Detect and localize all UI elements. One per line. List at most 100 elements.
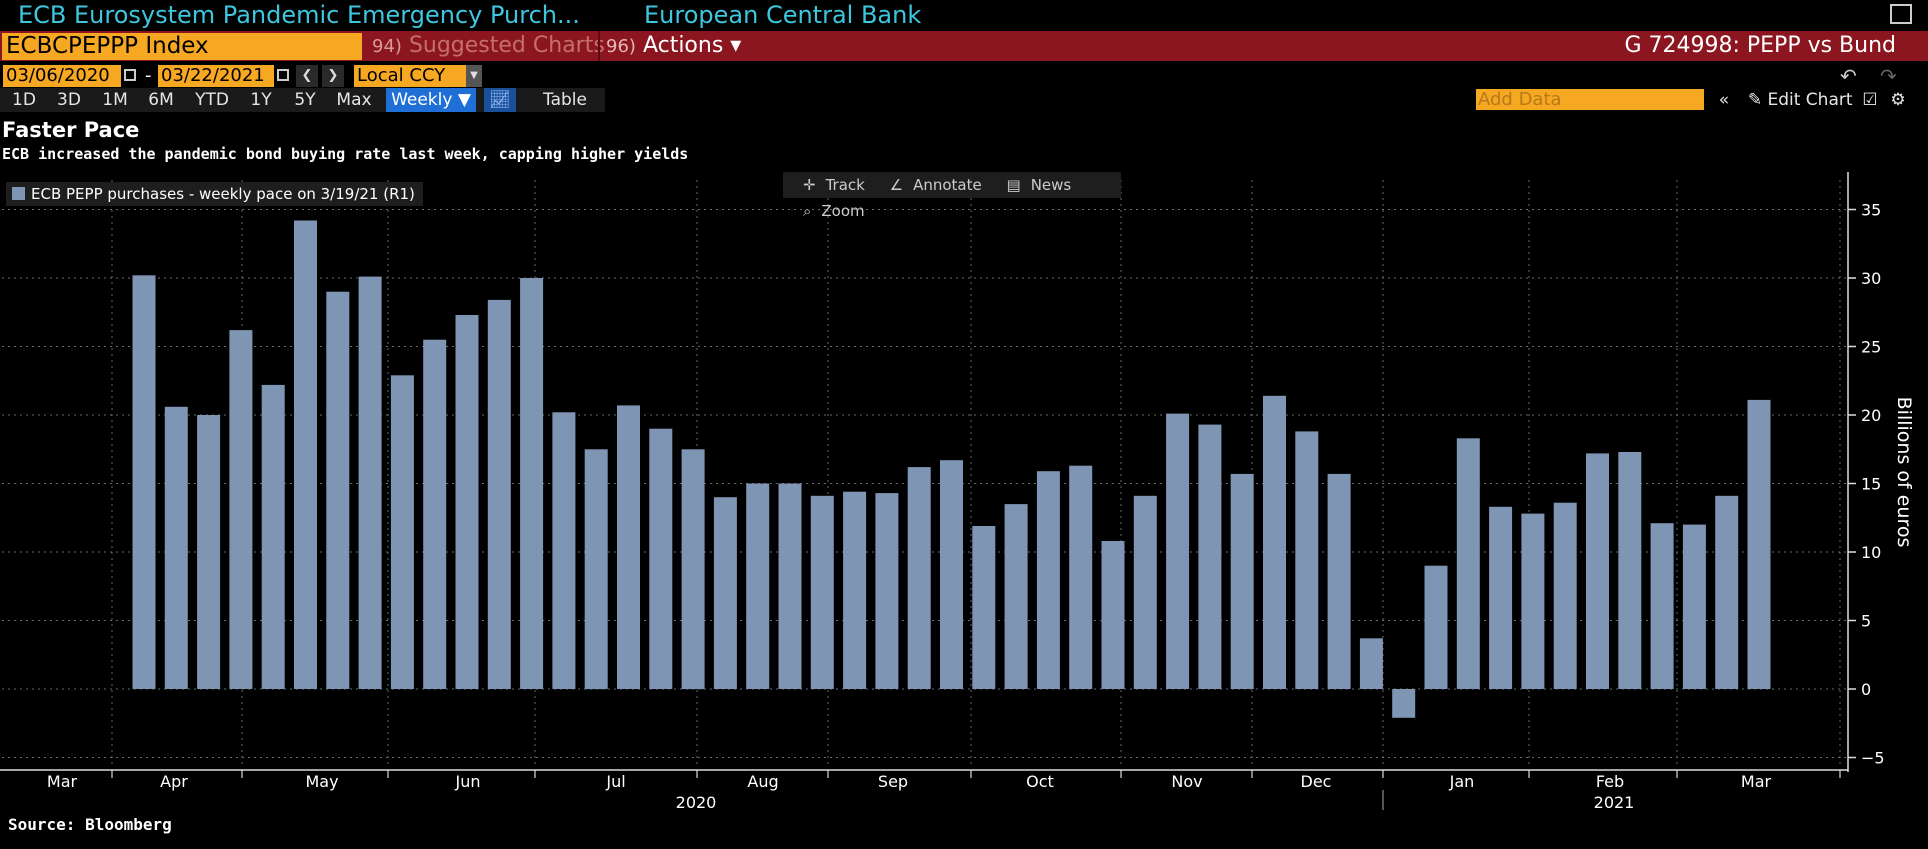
bar[interactable]	[1133, 495, 1157, 689]
bar[interactable]	[713, 497, 737, 689]
bar[interactable]	[907, 467, 931, 689]
bar[interactable]	[326, 291, 350, 689]
edit-chart-button[interactable]: Edit Chart	[1767, 90, 1853, 110]
legend[interactable]: ECB PEPP purchases - weekly pace on 3/19…	[6, 182, 423, 206]
table-button[interactable]: Table	[543, 90, 587, 110]
bar[interactable]	[455, 315, 479, 689]
range-max[interactable]: Max	[336, 90, 372, 110]
issuer-name[interactable]: European Central Bank	[644, 1, 922, 29]
end-date-field[interactable]: 03/22/2021	[158, 65, 274, 87]
bar[interactable]	[617, 405, 640, 689]
edit-icon[interactable]: ☑	[1862, 90, 1878, 110]
bar-chart[interactable]: 35 30 25 20 15 10 5 0 −5 Mar Apr May Jun Jul Aug Sep Oct…	[0, 170, 1928, 810]
bar[interactable]	[1489, 506, 1513, 689]
undo-icon[interactable]: ↶	[1840, 64, 1857, 88]
bar[interactable]	[164, 406, 188, 689]
bar[interactable]	[1263, 395, 1286, 689]
bar[interactable]	[1715, 495, 1739, 689]
range-1d[interactable]: 1D	[12, 90, 36, 110]
bar[interactable]	[1586, 453, 1609, 689]
bar[interactable]	[1618, 452, 1642, 689]
pencil-icon[interactable]: ✎	[1747, 90, 1763, 110]
bar[interactable]	[487, 299, 511, 689]
chart-id: G 724998: PEPP vs Bund	[1624, 33, 1896, 58]
range-5y[interactable]: 5Y	[294, 90, 316, 110]
line-chart-icon[interactable]: 📈︎	[484, 88, 516, 112]
security-title: ECB Eurosystem Pandemic Emergency Purch.…	[18, 1, 580, 29]
x-tick-label: Jul	[605, 772, 625, 791]
add-data-input[interactable]: Add Data	[1476, 89, 1704, 110]
bar[interactable]	[552, 412, 576, 689]
bar[interactable]	[681, 449, 705, 690]
y-tick-label: 15	[1861, 475, 1881, 494]
bar[interactable]	[390, 375, 414, 689]
bar[interactable]	[584, 449, 608, 690]
bar[interactable]	[132, 275, 156, 689]
zoom-label: Zoom	[821, 202, 865, 220]
track-button[interactable]: ✛ Track	[793, 172, 865, 198]
bar[interactable]	[1456, 438, 1480, 689]
bar[interactable]	[358, 276, 382, 689]
bar[interactable]	[778, 483, 802, 690]
bar[interactable]	[1295, 431, 1319, 689]
bar[interactable]	[1553, 502, 1577, 689]
range-6m[interactable]: 6M	[148, 90, 174, 110]
bar[interactable]	[1036, 471, 1060, 689]
title-bar	[0, 0, 1928, 30]
bar[interactable]	[423, 339, 447, 689]
bar[interactable]	[940, 460, 963, 689]
actions-button[interactable]: 96) Actions ▾	[606, 31, 741, 62]
bar[interactable]	[810, 495, 834, 689]
bar[interactable]	[197, 415, 221, 689]
window-restore-icon[interactable]	[1890, 4, 1912, 24]
range-1y[interactable]: 1Y	[250, 90, 272, 110]
bar[interactable]	[294, 220, 317, 690]
next-period-icon[interactable]: ❯	[322, 65, 344, 87]
bar[interactable]	[1004, 504, 1028, 689]
calendar-icon[interactable]	[124, 69, 136, 81]
bar[interactable]	[1392, 689, 1416, 718]
x-tick-label: Jan	[1449, 772, 1475, 791]
bar[interactable]	[1198, 424, 1222, 689]
bar[interactable]	[843, 491, 867, 689]
annotate-button[interactable]: ∠ Annotate	[880, 172, 982, 198]
bar[interactable]	[972, 526, 996, 689]
calendar-icon[interactable]	[277, 69, 289, 81]
bar[interactable]	[229, 330, 253, 689]
bar[interactable]	[1101, 541, 1125, 689]
bar[interactable]	[1327, 473, 1351, 689]
bar[interactable]	[261, 384, 285, 689]
range-3d[interactable]: 3D	[57, 90, 81, 110]
collapse-icon[interactable]: «	[1718, 90, 1730, 110]
bar[interactable]	[875, 493, 899, 689]
bar[interactable]	[1166, 413, 1190, 689]
prev-period-icon[interactable]: ❮	[296, 65, 318, 87]
range-1m[interactable]: 1M	[102, 90, 128, 110]
zoom-button[interactable]: ⌕ Zoom	[793, 198, 865, 224]
range-ytd[interactable]: YTD	[195, 90, 229, 110]
bar[interactable]	[1069, 465, 1093, 689]
suggested-charts-button[interactable]: 94) Suggested Charts	[372, 31, 605, 62]
x-tick-label: Mar	[1741, 772, 1772, 791]
bar[interactable]	[1682, 524, 1706, 689]
x-tick-label: Dec	[1301, 772, 1332, 791]
bar[interactable]	[1521, 513, 1545, 689]
bar[interactable]	[1424, 565, 1448, 689]
bar[interactable]	[520, 278, 544, 689]
bar[interactable]	[1359, 638, 1383, 689]
start-date-field[interactable]: 03/06/2020	[3, 65, 121, 87]
redo-icon[interactable]: ↷	[1880, 64, 1897, 88]
y-tick-label: 5	[1861, 612, 1871, 631]
bar[interactable]	[746, 483, 770, 690]
chevron-down-icon[interactable]: ▼	[466, 65, 482, 87]
frequency-select[interactable]: Weekly ▼	[386, 88, 476, 112]
currency-select[interactable]: Local CCY	[354, 65, 466, 87]
bar[interactable]	[1747, 399, 1771, 689]
gear-icon[interactable]: ⚙	[1890, 90, 1906, 110]
bar[interactable]	[649, 428, 673, 689]
bar[interactable]	[1650, 523, 1674, 689]
news-button[interactable]: ▤ News	[997, 172, 1072, 198]
ticker-field[interactable]: ECBCPEPPP Index	[2, 33, 362, 60]
source-note: Source: Bloomberg	[8, 815, 172, 834]
bar[interactable]	[1230, 473, 1254, 689]
